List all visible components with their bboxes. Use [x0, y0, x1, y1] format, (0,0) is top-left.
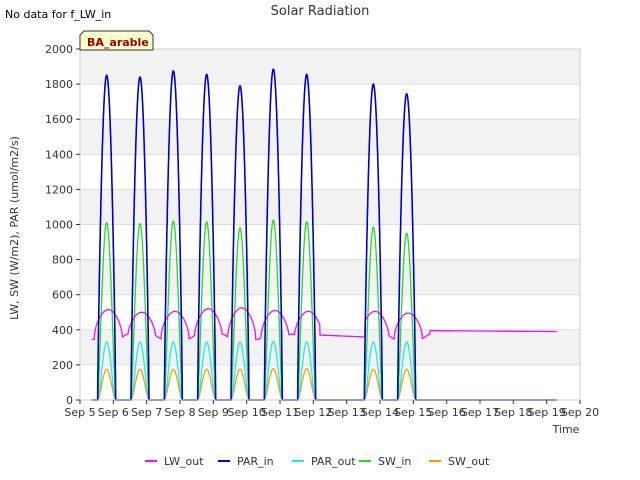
legend: LW_out PAR_in PAR_out SW_in SW_out	[145, 455, 490, 468]
x-tick-label-14: Sep 14	[361, 406, 399, 419]
x-tick-label-17: Sep 17	[461, 406, 499, 419]
no-data-note: No data for f_LW_in	[5, 8, 111, 21]
legend-label-par-in: PAR_in	[237, 455, 274, 468]
band-1000	[80, 189, 580, 225]
x-axis-label: Time	[552, 423, 580, 436]
y-tick-label-800: 800	[52, 254, 73, 267]
y-tick-label-1400: 1400	[45, 148, 73, 161]
legend-label-lw-out: LW_out	[164, 455, 204, 468]
x-tick-label-9: Sep 9	[198, 406, 229, 419]
legend-label-sw-in: SW_in	[378, 455, 411, 468]
x-tick-label-15: Sep 15	[394, 406, 432, 419]
y-tick-label-1200: 1200	[45, 183, 73, 196]
y-axis-label: LW, SW (W/m2), PAR (umol/m2/s)	[8, 136, 21, 320]
y-tick-label-1000: 1000	[45, 219, 73, 232]
legend-label-sw-out: SW_out	[448, 455, 490, 468]
y-tick-label-200: 200	[52, 359, 73, 372]
x-tick-label-8: Sep 8	[164, 406, 195, 419]
x-tick-label-19: Sep 19	[528, 406, 566, 419]
x-tick-label-20: Sep 20	[561, 406, 599, 419]
x-tick-label-12: Sep 12	[294, 406, 332, 419]
x-tick-label-13: Sep 13	[328, 406, 366, 419]
y-tick-label-600: 600	[52, 289, 73, 302]
y-tick-label-2000: 2000	[45, 43, 73, 56]
x-tick-label-6: Sep 6	[98, 406, 129, 419]
site-label-frame	[79, 30, 154, 51]
x-tick-label-16: Sep 16	[428, 406, 466, 419]
series-line-lw-out	[91, 307, 558, 341]
y-tick-label-1800: 1800	[45, 78, 73, 91]
band-600	[80, 259, 580, 295]
x-tick-label-5: Sep 5	[64, 406, 95, 419]
chart-title: Solar Radiation	[271, 4, 370, 19]
site-label-box: BA_arable	[79, 30, 154, 51]
y-tick-label-0: 0	[66, 394, 73, 407]
y-tick-label-400: 400	[52, 324, 73, 337]
x-tick-label-11: Sep 11	[261, 406, 299, 419]
x-tick-label-7: Sep 7	[131, 406, 162, 419]
x-tick-label-18: Sep 18	[494, 406, 532, 419]
band-1800	[80, 49, 580, 85]
site-label: BA_arable	[87, 36, 149, 49]
x-tick-label-10: Sep 10	[228, 406, 266, 419]
y-tick-label-1600: 1600	[45, 113, 73, 126]
legend-label-par-out: PAR_out	[311, 455, 356, 468]
band-1400	[80, 119, 580, 155]
